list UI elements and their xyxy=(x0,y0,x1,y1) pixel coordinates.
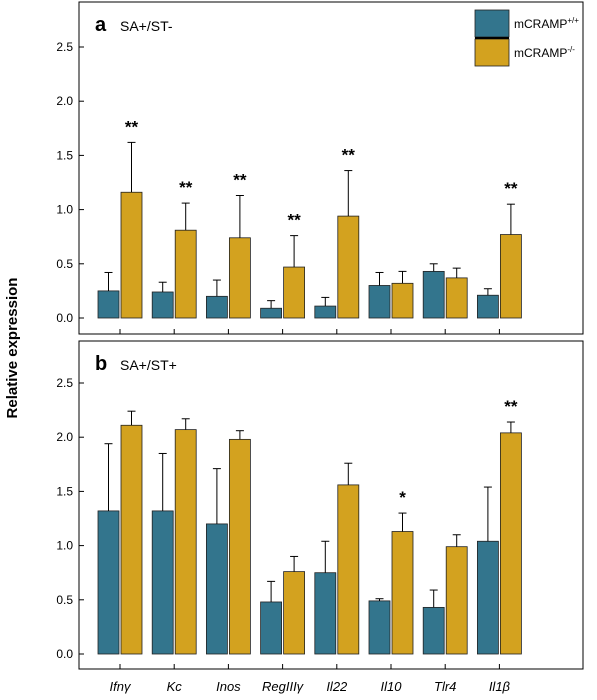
x-tick-label: Il22 xyxy=(326,679,348,694)
y-tick-label: 0.5 xyxy=(56,593,73,607)
bar xyxy=(391,531,414,655)
bar xyxy=(283,571,306,655)
bar xyxy=(260,307,283,319)
bar xyxy=(337,215,360,319)
bar xyxy=(445,277,468,319)
bar xyxy=(174,429,197,655)
panel-title: SA+/ST- xyxy=(120,18,173,34)
significance-marker: ** xyxy=(504,397,518,416)
bar xyxy=(120,424,143,655)
bar xyxy=(151,510,174,655)
y-tick-label: 0.0 xyxy=(56,647,73,661)
bar xyxy=(260,601,283,655)
panel-letter: b xyxy=(95,353,107,375)
panel-b: b SA+/ST+0.00.51.01.52.02.5*** xyxy=(56,340,584,670)
legend-swatch xyxy=(474,38,510,67)
y-axis-label: Relative expression xyxy=(4,278,21,419)
significance-marker: ** xyxy=(504,179,518,198)
significance-marker: ** xyxy=(342,146,356,165)
significance-marker: ** xyxy=(233,171,247,190)
x-tick-label: Il10 xyxy=(381,679,403,694)
x-tick-label: Kc xyxy=(167,679,183,694)
y-tick-label: 1.5 xyxy=(56,484,73,498)
legend-label: mCRAMP-/- xyxy=(514,45,575,60)
bar xyxy=(120,191,143,319)
bar xyxy=(368,600,391,655)
bar xyxy=(283,266,306,319)
bar xyxy=(476,540,499,655)
plot-frame xyxy=(78,1,584,335)
bar xyxy=(422,606,445,655)
x-tick-label: Inos xyxy=(216,679,241,694)
x-tick-label: Ifnγ xyxy=(110,679,132,694)
bar xyxy=(174,229,197,319)
bar xyxy=(476,294,499,319)
bar xyxy=(97,510,120,655)
x-axis-tick-labels: Ifnγ Kc Inos RegIIIγ Il22 Il10 Tlr4 Il1β xyxy=(110,679,511,694)
panel-a: a SA+/ST- 0.0 0.5 1.0 1.5 2.0 2.5 ** ** ** ** ** ** xyxy=(56,1,584,335)
y-tick-label: 0.0 xyxy=(56,311,73,325)
y-tick-label: 2.5 xyxy=(56,40,73,54)
bar xyxy=(97,290,120,319)
significance-marker: * xyxy=(399,488,406,507)
y-tick-label: 1.0 xyxy=(56,203,73,217)
legend: mCRAMP+/+ mCRAMP-/- xyxy=(473,8,579,67)
panel-title: SA+/ST+ xyxy=(120,357,177,373)
significance-marker: ** xyxy=(179,178,193,197)
y-tick-label: 2.0 xyxy=(56,94,73,108)
bar xyxy=(205,523,228,655)
bar xyxy=(445,546,468,655)
y-tick-label: 2.5 xyxy=(56,376,73,390)
plot-frame xyxy=(78,340,584,670)
x-tick-label: RegIIIγ xyxy=(262,679,305,694)
bar xyxy=(422,270,445,319)
legend-swatch xyxy=(474,9,510,38)
bar xyxy=(391,282,414,319)
significance-marker: ** xyxy=(125,117,139,136)
bar xyxy=(499,234,522,319)
bar xyxy=(314,572,337,655)
y-tick-label: 0.5 xyxy=(56,257,73,271)
significance-marker: ** xyxy=(287,211,301,230)
bar xyxy=(314,305,337,319)
bar xyxy=(205,295,228,319)
legend-label: mCRAMP+/+ xyxy=(514,16,579,31)
y-tick-label: 2.0 xyxy=(56,430,73,444)
y-tick-label: 1.5 xyxy=(56,148,73,162)
bar xyxy=(228,438,251,655)
bar xyxy=(368,285,391,319)
y-tick-label: 1.0 xyxy=(56,539,73,553)
x-tick-label: Tlr4 xyxy=(434,679,456,694)
bar xyxy=(151,291,174,319)
bar xyxy=(499,432,522,655)
bar xyxy=(228,237,251,319)
x-tick-label: Il1β xyxy=(489,679,511,694)
bar xyxy=(337,484,360,655)
panel-letter: a xyxy=(95,14,107,36)
